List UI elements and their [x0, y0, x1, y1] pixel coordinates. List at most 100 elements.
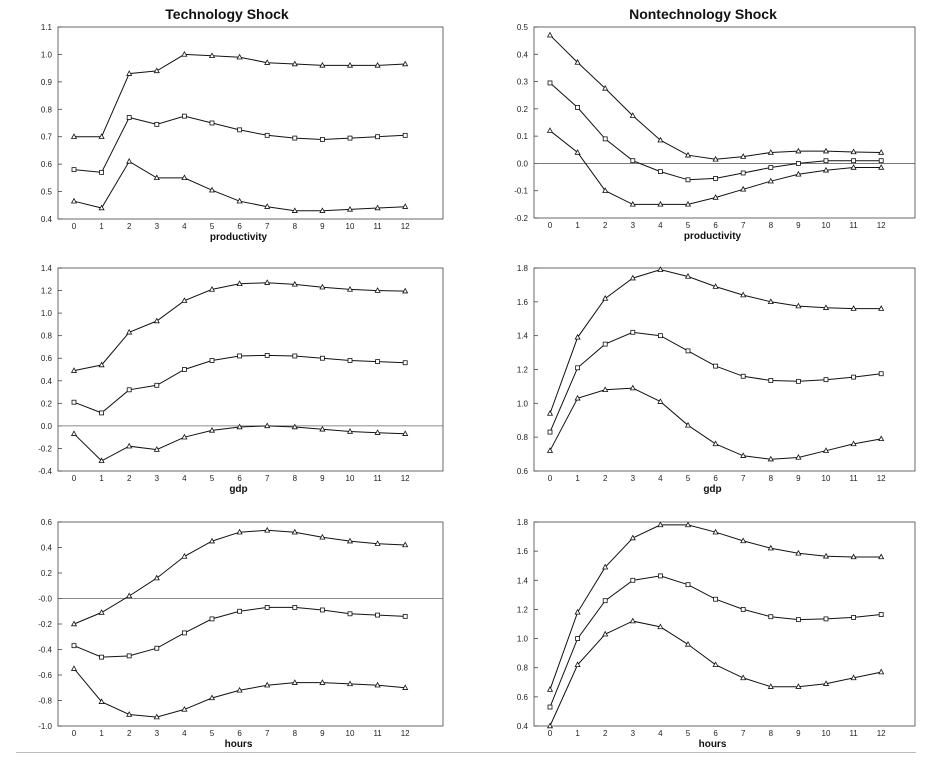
point-estimate [851, 615, 856, 620]
point-lower [767, 177, 774, 184]
x-tick-label: 1 [575, 729, 580, 738]
point-estimate [740, 607, 746, 612]
x-tick-label: 6 [713, 729, 718, 738]
point-lower [319, 425, 326, 432]
point-lower [402, 203, 409, 209]
y-tick-label: -0.2 [38, 444, 52, 453]
x-tick-label: 11 [373, 474, 382, 483]
point-upper [795, 302, 802, 309]
point-upper [657, 266, 664, 272]
point-estimate [575, 636, 580, 641]
point-lower [153, 713, 160, 720]
x-tick-label: 9 [320, 222, 325, 231]
point-estimate [602, 598, 608, 604]
x-tick-label: 6 [237, 222, 242, 231]
point-estimate [851, 374, 856, 380]
x-tick-label: 9 [796, 221, 801, 230]
point-upper [153, 67, 160, 74]
y-tick-label: 0.8 [517, 433, 529, 442]
point-lower [374, 429, 381, 435]
x-tick-label: 4 [658, 221, 663, 230]
y-tick-label: 0.6 [41, 160, 53, 169]
y-tick-label: 0.4 [517, 722, 529, 731]
point-lower [291, 207, 298, 213]
point-estimate [602, 341, 608, 347]
point-estimate [375, 359, 381, 365]
point-upper [822, 147, 830, 154]
point-lower [850, 674, 857, 681]
point-upper [181, 50, 188, 57]
x-tick-label: 2 [127, 729, 132, 738]
x-tick-label: 5 [686, 221, 691, 230]
point-lower [629, 617, 636, 624]
x-axis-label: hours [699, 739, 727, 750]
point-lower [574, 149, 581, 155]
point-estimate [630, 577, 636, 583]
point-upper [346, 537, 354, 544]
x-tick-label: 12 [877, 474, 886, 483]
x-tick-label: 7 [741, 221, 746, 230]
x-tick-label: 11 [849, 729, 858, 738]
point-estimate [685, 177, 691, 183]
point-upper [740, 537, 747, 544]
x-tick-label: 12 [401, 729, 410, 738]
point-upper [767, 544, 774, 551]
y-tick-label: 1.0 [41, 309, 53, 318]
y-tick-label: 0.4 [517, 50, 529, 59]
point-upper [629, 274, 636, 281]
point-upper [291, 280, 298, 287]
point-lower [602, 386, 609, 393]
point-upper [657, 521, 664, 528]
x-tick-label: 11 [849, 221, 858, 230]
point-upper [208, 52, 216, 58]
point-lower [126, 711, 133, 717]
x-tick-label: 10 [346, 474, 355, 483]
point-lower [264, 681, 271, 688]
point-lower [767, 683, 774, 689]
point-estimate [154, 645, 160, 651]
point-estimate [71, 643, 77, 649]
point-estimate [237, 127, 243, 133]
point-upper [574, 59, 581, 65]
point-lower [402, 430, 409, 436]
y-tick-label: -1.0 [38, 722, 52, 731]
point-upper [291, 528, 298, 535]
point-upper [236, 528, 243, 535]
x-tick-label: 7 [265, 474, 270, 483]
y-tick-label: 0.2 [41, 569, 53, 578]
point-upper [208, 537, 216, 544]
point-upper [602, 295, 609, 301]
point-lower [878, 668, 885, 675]
point-estimate [768, 614, 774, 620]
point-estimate [126, 387, 132, 393]
point-estimate [237, 608, 243, 614]
point-lower [684, 200, 692, 207]
point-lower [822, 447, 830, 453]
point-estimate [740, 170, 746, 176]
point-lower [684, 421, 692, 428]
point-estimate [878, 371, 884, 377]
point-lower [795, 683, 802, 689]
y-tick-label: 0.0 [41, 422, 53, 431]
point-estimate [319, 607, 325, 613]
x-tick-label: 1 [99, 474, 104, 483]
y-tick-label: 1.6 [517, 547, 529, 556]
point-lower [70, 430, 78, 436]
x-tick-label: 0 [548, 221, 553, 230]
y-tick-label: 0.8 [41, 332, 53, 341]
point-upper [657, 136, 664, 143]
y-tick-label: 1.0 [517, 399, 529, 408]
y-tick-label: -0.6 [38, 671, 52, 680]
x-tick-label: 3 [631, 474, 636, 483]
point-upper [98, 609, 105, 615]
point-estimate [402, 132, 408, 138]
point-lower [153, 446, 160, 452]
point-upper [740, 153, 747, 159]
point-upper [850, 148, 857, 155]
x-tick-label: 8 [769, 729, 774, 738]
x-tick-label: 9 [796, 729, 801, 738]
y-tick-label: 0.0 [517, 159, 529, 168]
y-tick-label: 0.2 [41, 399, 53, 408]
